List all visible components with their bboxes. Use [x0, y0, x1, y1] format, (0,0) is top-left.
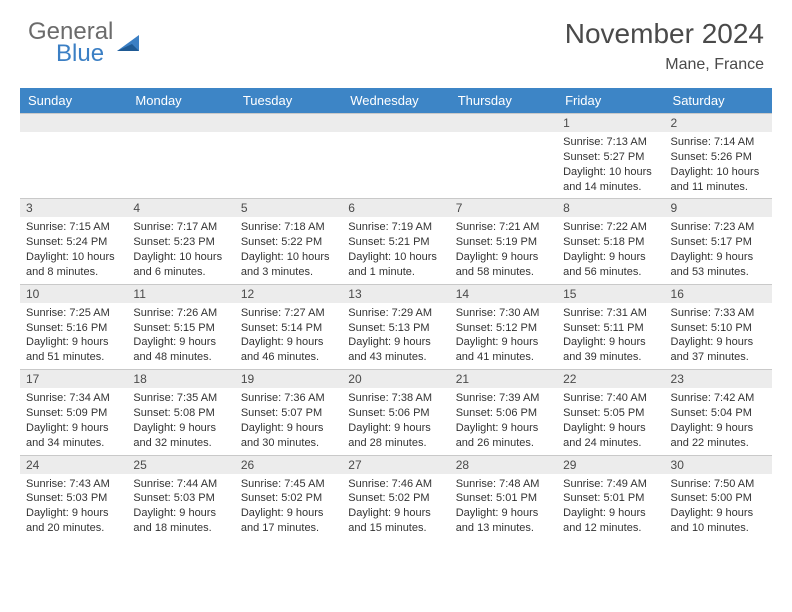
day-content-cell: Sunrise: 7:30 AMSunset: 5:12 PMDaylight:…	[450, 303, 557, 370]
day-number-cell: 6	[342, 199, 449, 218]
day-content-cell: Sunrise: 7:22 AMSunset: 5:18 PMDaylight:…	[557, 217, 664, 284]
day-content-row: Sunrise: 7:13 AMSunset: 5:27 PMDaylight:…	[20, 132, 772, 199]
day-number-cell: 5	[235, 199, 342, 218]
day-number-cell: 24	[20, 455, 127, 474]
day-content-cell: Sunrise: 7:25 AMSunset: 5:16 PMDaylight:…	[20, 303, 127, 370]
day-number-cell: 16	[665, 284, 772, 303]
day-number-cell: 15	[557, 284, 664, 303]
weekday-header: Tuesday	[235, 88, 342, 114]
day-content-cell: Sunrise: 7:13 AMSunset: 5:27 PMDaylight:…	[557, 132, 664, 199]
day-number-cell: 17	[20, 370, 127, 389]
day-number-cell: 18	[127, 370, 234, 389]
day-number-row: 12	[20, 114, 772, 133]
day-content-cell	[127, 132, 234, 199]
day-content-cell	[450, 132, 557, 199]
day-number-cell: 1	[557, 114, 664, 133]
day-content-row: Sunrise: 7:15 AMSunset: 5:24 PMDaylight:…	[20, 217, 772, 284]
day-content-row: Sunrise: 7:43 AMSunset: 5:03 PMDaylight:…	[20, 474, 772, 540]
day-content-cell	[342, 132, 449, 199]
day-content-cell: Sunrise: 7:45 AMSunset: 5:02 PMDaylight:…	[235, 474, 342, 540]
day-content-cell: Sunrise: 7:21 AMSunset: 5:19 PMDaylight:…	[450, 217, 557, 284]
logo-triangle-icon	[117, 33, 143, 53]
day-number-cell	[235, 114, 342, 133]
day-number-cell: 27	[342, 455, 449, 474]
day-content-cell: Sunrise: 7:48 AMSunset: 5:01 PMDaylight:…	[450, 474, 557, 540]
day-number-row: 10111213141516	[20, 284, 772, 303]
day-number-cell: 9	[665, 199, 772, 218]
weekday-header: Wednesday	[342, 88, 449, 114]
header: General Blue November 2024 Mane, France	[0, 0, 792, 82]
weekday-header: Friday	[557, 88, 664, 114]
day-content-cell: Sunrise: 7:33 AMSunset: 5:10 PMDaylight:…	[665, 303, 772, 370]
day-content-cell: Sunrise: 7:27 AMSunset: 5:14 PMDaylight:…	[235, 303, 342, 370]
day-number-cell: 25	[127, 455, 234, 474]
day-content-cell: Sunrise: 7:42 AMSunset: 5:04 PMDaylight:…	[665, 388, 772, 455]
title-block: November 2024 Mane, France	[565, 18, 764, 74]
day-content-cell: Sunrise: 7:36 AMSunset: 5:07 PMDaylight:…	[235, 388, 342, 455]
day-content-cell: Sunrise: 7:50 AMSunset: 5:00 PMDaylight:…	[665, 474, 772, 540]
day-content-cell: Sunrise: 7:23 AMSunset: 5:17 PMDaylight:…	[665, 217, 772, 284]
day-number-cell: 4	[127, 199, 234, 218]
day-number-cell: 23	[665, 370, 772, 389]
day-number-row: 24252627282930	[20, 455, 772, 474]
weekday-header: Monday	[127, 88, 234, 114]
day-content-cell: Sunrise: 7:35 AMSunset: 5:08 PMDaylight:…	[127, 388, 234, 455]
day-number-cell: 2	[665, 114, 772, 133]
day-content-row: Sunrise: 7:34 AMSunset: 5:09 PMDaylight:…	[20, 388, 772, 455]
calendar-table: SundayMondayTuesdayWednesdayThursdayFrid…	[20, 88, 772, 540]
day-number-cell: 13	[342, 284, 449, 303]
month-title: November 2024	[565, 18, 764, 50]
day-number-cell: 29	[557, 455, 664, 474]
day-content-cell: Sunrise: 7:40 AMSunset: 5:05 PMDaylight:…	[557, 388, 664, 455]
day-content-cell	[20, 132, 127, 199]
weekday-header: Thursday	[450, 88, 557, 114]
day-content-cell: Sunrise: 7:38 AMSunset: 5:06 PMDaylight:…	[342, 388, 449, 455]
day-number-cell	[342, 114, 449, 133]
day-content-cell: Sunrise: 7:15 AMSunset: 5:24 PMDaylight:…	[20, 217, 127, 284]
day-number-cell: 26	[235, 455, 342, 474]
day-number-cell: 19	[235, 370, 342, 389]
day-content-cell: Sunrise: 7:14 AMSunset: 5:26 PMDaylight:…	[665, 132, 772, 199]
weekday-header-row: SundayMondayTuesdayWednesdayThursdayFrid…	[20, 88, 772, 114]
day-number-cell: 3	[20, 199, 127, 218]
day-number-cell: 12	[235, 284, 342, 303]
day-number-cell: 22	[557, 370, 664, 389]
day-content-cell: Sunrise: 7:18 AMSunset: 5:22 PMDaylight:…	[235, 217, 342, 284]
day-content-cell: Sunrise: 7:43 AMSunset: 5:03 PMDaylight:…	[20, 474, 127, 540]
logo: General Blue	[28, 18, 143, 68]
day-content-cell	[235, 132, 342, 199]
day-number-cell: 10	[20, 284, 127, 303]
day-number-cell: 21	[450, 370, 557, 389]
day-content-cell: Sunrise: 7:29 AMSunset: 5:13 PMDaylight:…	[342, 303, 449, 370]
day-number-cell	[450, 114, 557, 133]
day-content-cell: Sunrise: 7:44 AMSunset: 5:03 PMDaylight:…	[127, 474, 234, 540]
day-number-cell: 14	[450, 284, 557, 303]
day-number-cell: 8	[557, 199, 664, 218]
weekday-header: Sunday	[20, 88, 127, 114]
day-content-cell: Sunrise: 7:31 AMSunset: 5:11 PMDaylight:…	[557, 303, 664, 370]
day-number-cell: 30	[665, 455, 772, 474]
day-content-cell: Sunrise: 7:17 AMSunset: 5:23 PMDaylight:…	[127, 217, 234, 284]
day-number-cell	[20, 114, 127, 133]
day-number-row: 17181920212223	[20, 370, 772, 389]
day-content-cell: Sunrise: 7:46 AMSunset: 5:02 PMDaylight:…	[342, 474, 449, 540]
day-number-cell: 28	[450, 455, 557, 474]
day-content-cell: Sunrise: 7:26 AMSunset: 5:15 PMDaylight:…	[127, 303, 234, 370]
day-content-cell: Sunrise: 7:39 AMSunset: 5:06 PMDaylight:…	[450, 388, 557, 455]
day-content-cell: Sunrise: 7:34 AMSunset: 5:09 PMDaylight:…	[20, 388, 127, 455]
day-number-cell: 20	[342, 370, 449, 389]
day-number-row: 3456789	[20, 199, 772, 218]
day-number-cell: 7	[450, 199, 557, 218]
weekday-header: Saturday	[665, 88, 772, 114]
location-label: Mane, France	[565, 56, 764, 74]
day-number-cell: 11	[127, 284, 234, 303]
calendar-body: 12Sunrise: 7:13 AMSunset: 5:27 PMDayligh…	[20, 114, 772, 540]
day-content-cell: Sunrise: 7:49 AMSunset: 5:01 PMDaylight:…	[557, 474, 664, 540]
day-content-cell: Sunrise: 7:19 AMSunset: 5:21 PMDaylight:…	[342, 217, 449, 284]
day-content-row: Sunrise: 7:25 AMSunset: 5:16 PMDaylight:…	[20, 303, 772, 370]
day-number-cell	[127, 114, 234, 133]
